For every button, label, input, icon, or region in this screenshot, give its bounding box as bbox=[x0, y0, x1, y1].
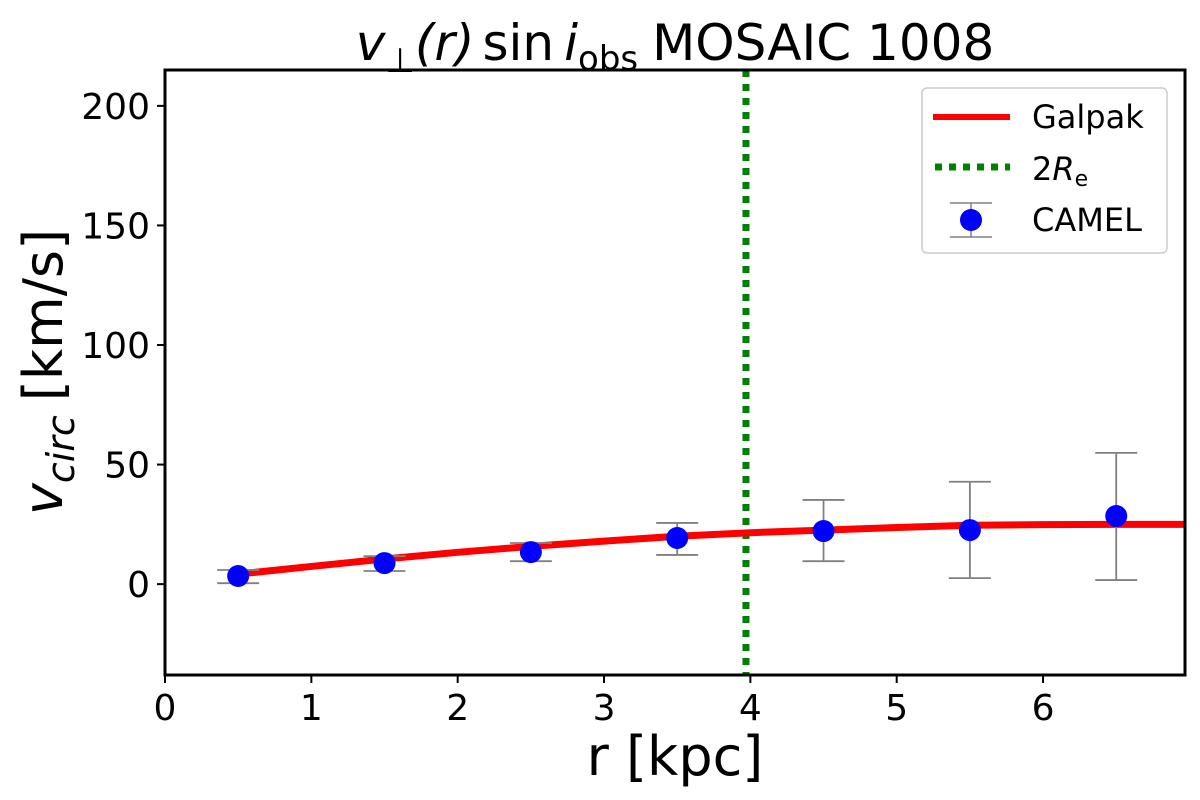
x-tick-label: 6 bbox=[1032, 688, 1055, 729]
x-tick-label: 1 bbox=[300, 688, 323, 729]
axes-frame bbox=[163, 68, 1187, 677]
camel-point bbox=[373, 552, 396, 575]
camel-point bbox=[227, 565, 250, 587]
camel-point bbox=[666, 526, 689, 549]
camel-point bbox=[812, 520, 835, 543]
camel-point bbox=[958, 519, 981, 542]
x-axis-label: r [kpc] bbox=[587, 725, 764, 788]
legend-2re-label: 2Re bbox=[1032, 150, 1088, 192]
y-tick-label: 150 bbox=[81, 206, 150, 247]
y-tick-label: 200 bbox=[81, 87, 150, 128]
legend-camel-label: CAMEL bbox=[1032, 201, 1142, 239]
y-tick-label: 50 bbox=[104, 446, 150, 487]
y-axis-label: vcirc[km/s] bbox=[12, 229, 83, 515]
camel-point bbox=[519, 541, 542, 564]
camel-point bbox=[1105, 504, 1128, 527]
legend: Galpak 2Re CAMEL bbox=[921, 87, 1168, 254]
x-tick-label: 3 bbox=[593, 688, 616, 729]
legend-camel-marker bbox=[960, 209, 982, 231]
axis-ticks: 0 1 2 3 4 5 6 0 50 100 150 200 bbox=[81, 87, 1054, 729]
x-tick-label: 0 bbox=[154, 688, 177, 729]
chart-title: v⊥(r) sin iobs MOSAIC 1008 bbox=[356, 14, 995, 81]
x-tick-label: 5 bbox=[885, 688, 908, 729]
legend-box bbox=[921, 87, 1168, 254]
x-tick-label: 4 bbox=[739, 688, 762, 729]
plot-area bbox=[217, 70, 1185, 675]
y-tick-label: 100 bbox=[81, 326, 150, 367]
y-tick-label: 0 bbox=[127, 565, 150, 606]
x-tick-label: 2 bbox=[446, 688, 469, 729]
galpak-line bbox=[237, 520, 1185, 578]
legend-galpak-label: Galpak bbox=[1032, 98, 1144, 136]
